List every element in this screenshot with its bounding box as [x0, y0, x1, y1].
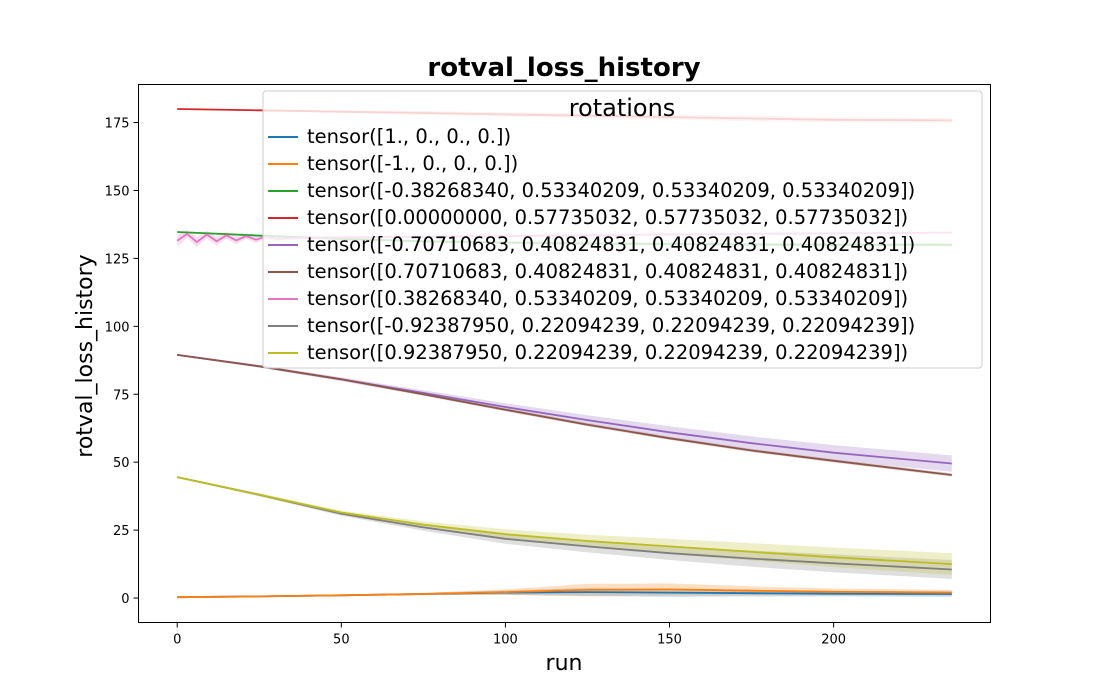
y-tick-label: 75	[113, 388, 130, 403]
y-tick-label: 50	[113, 456, 130, 471]
series-8-band	[177, 476, 952, 579]
legend-label: tensor([1., 0., 0., 0.])	[307, 125, 511, 148]
y-tick-label: 175	[105, 117, 130, 132]
y-tick-label: 150	[105, 184, 130, 199]
x-tick-label: 0	[173, 633, 181, 648]
y-tick-label: 100	[105, 320, 130, 335]
x-tick-label: 100	[493, 633, 518, 648]
legend-label: tensor([0.38268340, 0.53340209, 0.533402…	[307, 287, 908, 310]
x-tick-label: 150	[657, 633, 682, 648]
legend-label: tensor([-0.70710683, 0.40824831, 0.40824…	[307, 233, 915, 256]
y-tick-label: 0	[121, 592, 129, 607]
legend-label: tensor([0.92387950, 0.22094239, 0.220942…	[307, 341, 908, 364]
legend-label: tensor([0.00000000, 0.57735032, 0.577350…	[307, 206, 908, 229]
legend-box	[262, 90, 983, 369]
chart-title: rotval_loss_history	[427, 53, 700, 83]
legend-label: tensor([-0.38268340, 0.53340209, 0.53340…	[307, 179, 915, 202]
legend-label: tensor([-0.92387950, 0.22094239, 0.22094…	[307, 314, 915, 337]
plot-frame	[138, 84, 991, 623]
series-9-line	[177, 476, 952, 565]
x-tick-label: 50	[333, 633, 350, 648]
series-9-band	[177, 476, 952, 575]
x-axis-label: run	[546, 651, 583, 676]
series-6-line	[177, 354, 952, 476]
y-tick-label: 25	[113, 524, 130, 539]
y-axis-label: rotval_loss_history	[73, 254, 98, 457]
y-axis: 0 25 50 75 100 125 150 175	[105, 117, 139, 607]
legend-items: tensor([1., 0., 0., 0.]) tensor([-1., 0.,…	[268, 125, 915, 364]
y-tick-label: 125	[105, 252, 130, 267]
legend: rotations tensor([1., 0., 0., 0.])tensor…	[262, 90, 983, 369]
series-2-line	[177, 588, 952, 599]
legend-label: tensor([0.70710683, 0.40824831, 0.408248…	[307, 260, 908, 283]
x-axis: 0 50 100 150 200	[173, 622, 846, 648]
legend-label: tensor([-1., 0., 0., 0.])	[307, 152, 518, 175]
legend-title: rotations	[569, 94, 676, 122]
x-tick-label: 200	[821, 633, 846, 648]
